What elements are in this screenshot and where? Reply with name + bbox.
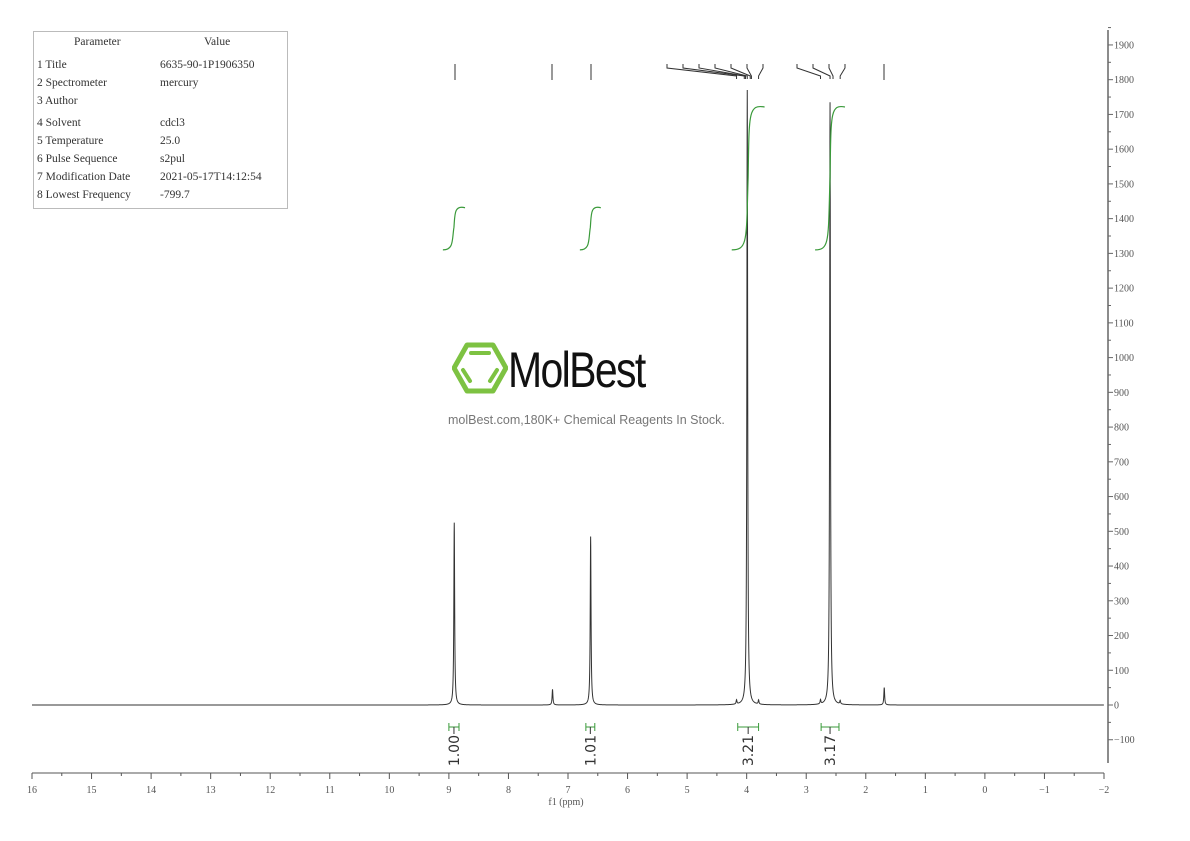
- parameter-name: 8 Lowest Frequency: [37, 189, 131, 201]
- x-tick-label: 4: [744, 785, 749, 796]
- x-tick-label: 14: [146, 785, 156, 796]
- parameter-name: 1 Title: [37, 59, 67, 71]
- parameter-table: Parameter Value 1 Title 6635-90-1P1906350…: [33, 31, 288, 209]
- x-axis-label: f1 (ppm): [548, 797, 583, 808]
- y-tick-label: 1500: [1114, 179, 1134, 190]
- x-tick-label: 5: [685, 785, 690, 796]
- y-tick-label: 600: [1114, 492, 1129, 503]
- y-tick-label: 1400: [1114, 214, 1134, 225]
- parameter-name: 3 Author: [37, 95, 78, 107]
- y-tick-label: 0: [1114, 701, 1119, 712]
- parameter-value: cdcl3: [160, 117, 185, 129]
- watermark-tagline: molBest.com,180K+ Chemical Reagents In S…: [448, 413, 725, 427]
- y-tick-label: 700: [1114, 457, 1129, 468]
- y-tick-label: 1200: [1114, 284, 1134, 295]
- x-tick-label: 0: [982, 785, 987, 796]
- y-tick-label: 500: [1114, 527, 1129, 538]
- y-tick-label: 100: [1114, 666, 1129, 677]
- y-tick-label: 1600: [1114, 145, 1134, 156]
- x-tick-label: 2: [863, 785, 868, 796]
- x-tick-label: 11: [325, 785, 335, 796]
- parameter-name: 2 Spectrometer: [37, 77, 107, 89]
- parameter-header: Parameter: [74, 36, 121, 48]
- integral-curve: [579, 206, 601, 251]
- peak-label-connector: [796, 64, 822, 79]
- parameter-value: mercury: [160, 77, 199, 89]
- x-tick-label: 12: [265, 785, 275, 796]
- peak-label-connector: [682, 64, 745, 79]
- x-tick-label: 13: [206, 785, 216, 796]
- peak-label-connector: [812, 64, 831, 79]
- integral-curve: [731, 105, 765, 251]
- y-tick-label: 400: [1114, 562, 1129, 573]
- parameter-value: 6635-90-1P1906350: [160, 59, 255, 71]
- y-tick-label: 300: [1114, 596, 1129, 607]
- y-tick-label: 1700: [1114, 110, 1134, 121]
- parameter-value: s2pul: [160, 153, 185, 165]
- value-header: Value: [204, 36, 231, 48]
- integral-value: 3.17: [823, 735, 839, 766]
- parameter-value: -799.7: [160, 189, 190, 201]
- y-tick-label: 1300: [1114, 249, 1134, 260]
- y-tick-label: 1000: [1114, 353, 1134, 364]
- watermark-brand: MolBest: [508, 342, 646, 398]
- y-tick-label: −100: [1114, 735, 1135, 746]
- x-tick-label: 6: [625, 785, 630, 796]
- integral-curve: [442, 206, 466, 251]
- peak-label-connector: [758, 64, 764, 79]
- x-tick-label: 10: [384, 785, 394, 796]
- parameter-value: 25.0: [160, 135, 181, 147]
- y-tick-label: 1800: [1114, 75, 1134, 86]
- integral-value: 1.00: [447, 735, 463, 766]
- peak-label-connector: [746, 64, 752, 79]
- peak-label-connector: [839, 64, 846, 79]
- x-tick-label: 15: [87, 785, 97, 796]
- parameter-name: 4 Solvent: [37, 117, 81, 129]
- peak-label-connector: [730, 64, 751, 79]
- molbest-logo: [451, 342, 509, 399]
- y-tick-label: 900: [1114, 388, 1129, 399]
- x-tick-label: 7: [566, 785, 571, 796]
- integral-value: 1.01: [583, 735, 599, 766]
- y-tick-label: 800: [1114, 423, 1129, 434]
- x-tick-label: 16: [27, 785, 37, 796]
- y-tick-label: 1900: [1114, 40, 1134, 51]
- x-tick-label: −2: [1099, 785, 1110, 796]
- x-tick-label: 3: [804, 785, 809, 796]
- x-tick-label: 8: [506, 785, 511, 796]
- peak-label-connector: [828, 64, 834, 79]
- peak-label-connector: [698, 64, 746, 79]
- integral-curve: [815, 105, 846, 251]
- x-tick-label: −1: [1039, 785, 1050, 796]
- x-tick-label: 1: [923, 785, 928, 796]
- peak-label-connector: [714, 64, 748, 79]
- peak-label-connector: [666, 64, 738, 79]
- parameter-name: 5 Temperature: [37, 135, 104, 147]
- parameter-value: 2021-05-17T14:12:54: [160, 171, 262, 183]
- parameter-name: 6 Pulse Sequence: [37, 153, 118, 165]
- parameter-name: 7 Modification Date: [37, 171, 131, 183]
- hexagon-logo-icon: [451, 342, 509, 394]
- y-tick-label: 1100: [1114, 318, 1134, 329]
- integral-value: 3.21: [741, 735, 757, 766]
- x-tick-label: 9: [446, 785, 451, 796]
- spectrum-line: [32, 90, 1104, 706]
- y-tick-label: 200: [1114, 631, 1129, 642]
